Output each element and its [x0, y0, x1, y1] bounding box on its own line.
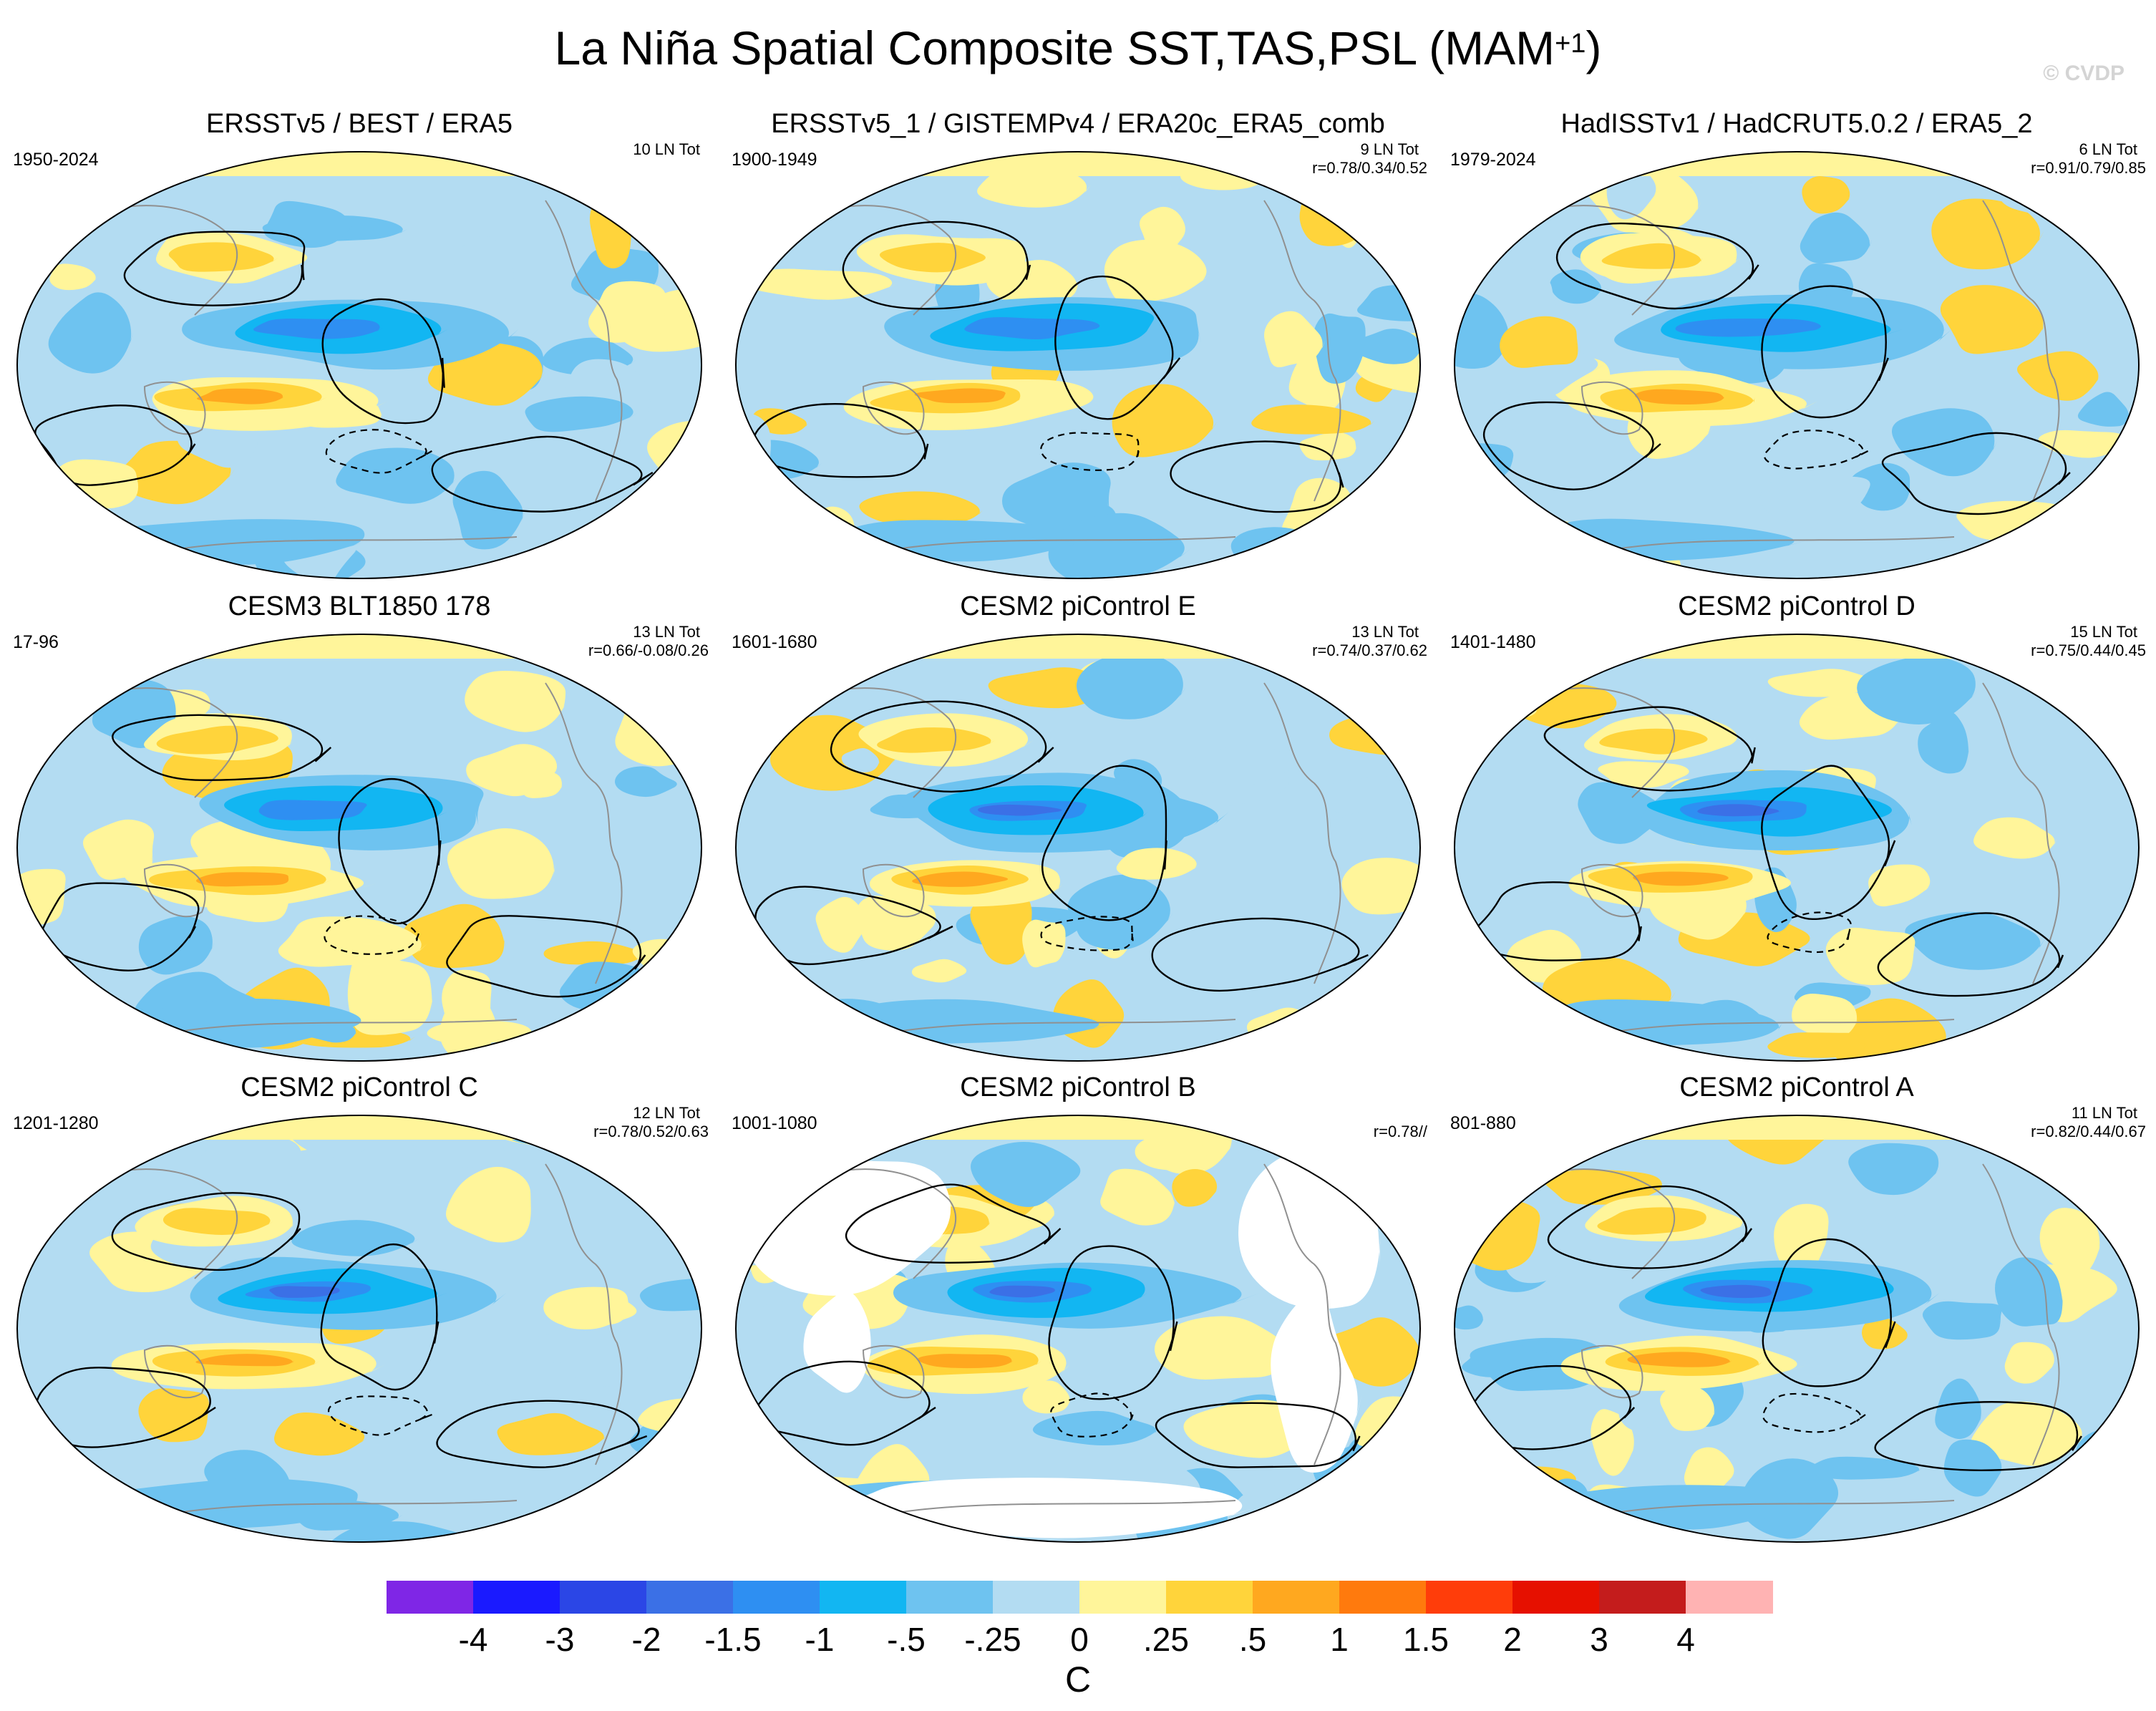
- world-map: [1454, 151, 2140, 579]
- map-panel: CESM2 piControl D 1401-1480 15 LN Tot r=0.7…: [1437, 590, 2156, 1074]
- map-field: [736, 152, 1420, 578]
- map-field: [1455, 152, 2139, 578]
- map-field: [17, 1115, 701, 1542]
- panel-event-count: 13 LN Tot: [1351, 623, 1419, 641]
- colorbar-tick-label: -.25: [964, 1621, 1021, 1658]
- panel-title: ERSSTv5_1 / GISTEMPv4 / ERA20c_ERA5_comb: [771, 109, 1385, 139]
- world-map: [735, 151, 1421, 579]
- colorbar-swatch: [1686, 1581, 1773, 1614]
- panel-pattern-correlation: r=0.82/0.44/0.67: [2031, 1123, 2146, 1140]
- colorbar-swatch: [1599, 1581, 1686, 1614]
- map-field: [1455, 1115, 2139, 1542]
- colorbar-tick-label: -4: [458, 1621, 488, 1658]
- panel-event-count: 12 LN Tot: [633, 1104, 700, 1122]
- map-panel: HadISSTv1 / HadCRUT5.0.2 / ERA5_2 1979-20…: [1437, 107, 2156, 591]
- panel-years: 1979-2024: [1450, 150, 1536, 170]
- colorbar-tick-label: 1.5: [1403, 1621, 1449, 1658]
- panel-pattern-correlation: r=0.75/0.44/0.45: [2031, 641, 2146, 659]
- map-field: [736, 634, 1420, 1061]
- figure-title-close: ): [1586, 21, 1602, 74]
- world-map: [16, 634, 702, 1062]
- world-map: [735, 1115, 1421, 1543]
- panel-years: 17-96: [13, 632, 59, 652]
- panel-pattern-correlation: r=0.91/0.79/0.85: [2031, 159, 2146, 177]
- panel-pattern-correlation: r=0.66/-0.08/0.26: [588, 641, 709, 659]
- figure-title-text: La Niña Spatial Composite SST,TAS,PSL (M…: [554, 21, 1555, 74]
- colorbar-swatch: [733, 1581, 820, 1614]
- map-field: [1455, 634, 2139, 1061]
- map-panel: CESM2 piControl C 1201-1280 12 LN Tot r=0.7…: [0, 1071, 719, 1555]
- world-map: [16, 1115, 702, 1543]
- map-panel: CESM2 piControl A 801-880 11 LN Tot r=0.82/…: [1437, 1071, 2156, 1555]
- colorbar-swatch: [1339, 1581, 1427, 1614]
- panel-event-count: 6 LN Tot: [2079, 140, 2137, 158]
- colorbar-tick-label: 0: [1070, 1621, 1089, 1658]
- colorbar-tick-label: 4: [1676, 1621, 1695, 1658]
- map-panel: CESM2 piControl B 1001-1080 r=0.78//: [719, 1071, 1437, 1555]
- colorbar-swatch: [387, 1581, 474, 1614]
- colorbar-swatch: [646, 1581, 734, 1614]
- figure-title-superscript: +1: [1555, 29, 1586, 59]
- panel-pattern-correlation: r=0.74/0.37/0.62: [1312, 641, 1427, 659]
- panel-years: 801-880: [1450, 1113, 1516, 1133]
- map-field: [17, 152, 701, 578]
- panel-event-count: 13 LN Tot: [633, 623, 700, 641]
- world-map: [16, 151, 702, 579]
- world-map: [735, 634, 1421, 1062]
- panel-pattern-correlation: r=0.78/0.52/0.63: [593, 1123, 709, 1140]
- map-panel: CESM3 BLT1850 178 17-96 13 LN Tot r=0.66/-0…: [0, 590, 719, 1074]
- panel-years: 1401-1480: [1450, 632, 1536, 652]
- colorbar-tick-label: .25: [1143, 1621, 1189, 1658]
- panel-years: 1601-1680: [732, 632, 817, 652]
- map-panel: CESM2 piControl E 1601-1680 13 LN Tot r=0.7…: [719, 590, 1437, 1074]
- panel-pattern-correlation: r=0.78//: [1373, 1123, 1427, 1140]
- panel-years: 1900-1949: [732, 150, 817, 170]
- panel-event-count: 9 LN Tot: [1360, 140, 1419, 158]
- panel-title: CESM2 piControl B: [960, 1072, 1196, 1102]
- colorbar-swatch: [560, 1581, 647, 1614]
- colorbar-tick-label: -1: [805, 1621, 835, 1658]
- colorbar-swatch: [1079, 1581, 1167, 1614]
- colorbar-swatch: [1426, 1581, 1513, 1614]
- panel-event-count: 15 LN Tot: [2070, 623, 2137, 641]
- panel-title: CESM2 piControl D: [1678, 591, 1915, 621]
- watermark: © CVDP: [2043, 62, 2125, 85]
- panel-title: CESM2 piControl C: [241, 1072, 478, 1102]
- panel-pattern-correlation: r=0.78/0.34/0.52: [1312, 159, 1427, 177]
- colorbar-swatch: [1166, 1581, 1253, 1614]
- colorbar: [387, 1581, 1773, 1614]
- panel-event-count: 10 LN Tot: [633, 140, 700, 158]
- panel-event-count: 11 LN Tot: [2071, 1104, 2137, 1122]
- map-panel: ERSSTv5_1 / GISTEMPv4 / ERA20c_ERA5_comb…: [719, 107, 1437, 591]
- colorbar-tick-label: -2: [631, 1621, 661, 1658]
- colorbar-swatch: [473, 1581, 560, 1614]
- colorbar-swatch: [820, 1581, 907, 1614]
- colorbar-tick-label: -.5: [887, 1621, 926, 1658]
- figure-title: La Niña Spatial Composite SST,TAS,PSL (M…: [0, 16, 2156, 80]
- colorbar-swatch: [993, 1581, 1080, 1614]
- map-panel: ERSSTv5 / BEST / ERA5 1950-2024 10 LN Tot: [0, 107, 719, 591]
- map-field: [17, 634, 701, 1061]
- colorbar-swatch: [906, 1581, 994, 1614]
- panel-years: 1001-1080: [732, 1113, 817, 1133]
- world-map: [1454, 634, 2140, 1062]
- panel-years: 1950-2024: [13, 150, 99, 170]
- colorbar-tick-label: 3: [1590, 1621, 1608, 1658]
- panel-title: CESM2 piControl A: [1679, 1072, 1914, 1102]
- colorbar-tick-label: -1.5: [704, 1621, 762, 1658]
- map-field: [736, 1115, 1420, 1542]
- panel-title: CESM2 piControl E: [960, 591, 1196, 621]
- world-map: [1454, 1115, 2140, 1543]
- colorbar-swatch: [1253, 1581, 1340, 1614]
- panel-years: 1201-1280: [13, 1113, 99, 1133]
- colorbar-tick-label: .5: [1238, 1621, 1267, 1658]
- colorbar-tick-label: 2: [1503, 1621, 1522, 1658]
- panel-title: HadISSTv1 / HadCRUT5.0.2 / ERA5_2: [1560, 109, 2033, 139]
- colorbar-unit: C: [1064, 1659, 1092, 1700]
- panel-title: CESM3 BLT1850 178: [228, 591, 491, 621]
- colorbar-swatch: [1512, 1581, 1600, 1614]
- panel-title: ERSSTv5 / BEST / ERA5: [205, 109, 513, 139]
- colorbar-tick-label: 1: [1330, 1621, 1349, 1658]
- colorbar-tick-label: -3: [545, 1621, 575, 1658]
